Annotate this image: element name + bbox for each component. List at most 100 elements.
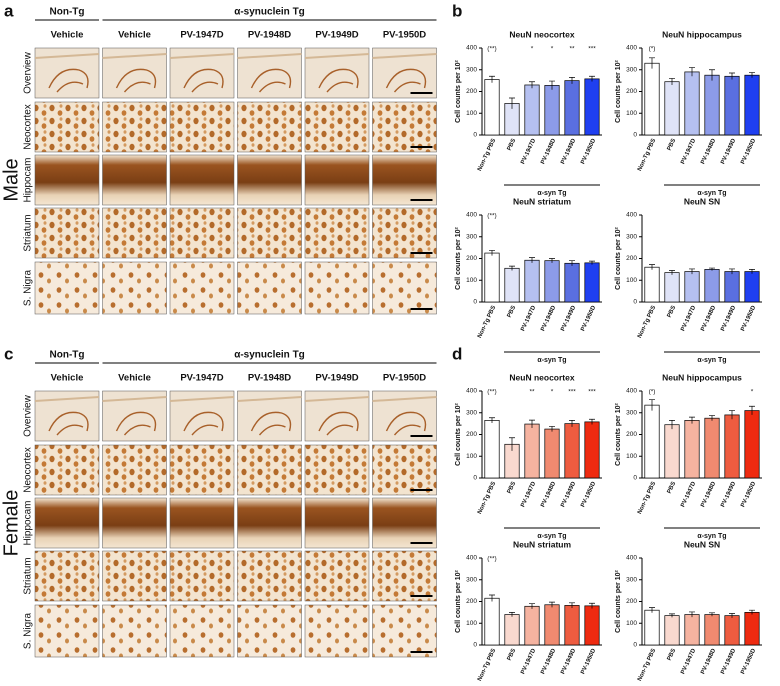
micrograph xyxy=(102,101,167,153)
y-tick-label: 400 xyxy=(626,555,637,562)
error-bar xyxy=(489,594,495,602)
error-bar xyxy=(649,57,655,69)
micrograph xyxy=(169,154,235,206)
bar xyxy=(584,78,600,136)
column-label: PV-1948D xyxy=(248,30,291,41)
y-tick-label: 400 xyxy=(466,388,477,395)
micrograph xyxy=(304,154,370,206)
hippocampus-outline xyxy=(385,411,427,436)
column-label: Vehicle xyxy=(51,373,84,384)
x-tick-label: PV-1948D xyxy=(540,304,557,332)
x-tick-label: PV-1948D xyxy=(540,647,557,675)
bar xyxy=(644,266,660,303)
y-tick-label: 100 xyxy=(466,620,477,627)
error-bar xyxy=(569,77,575,84)
y-tick-label: 200 xyxy=(626,598,637,605)
bar xyxy=(504,614,520,646)
error-bar xyxy=(529,603,535,609)
bar xyxy=(564,262,580,303)
column-label: Vehicle xyxy=(118,373,151,384)
bar xyxy=(524,423,540,479)
x-tick-label: Non-Tg PBS xyxy=(637,138,657,172)
micrograph xyxy=(237,497,302,549)
x-tick-label: PV-1948D xyxy=(540,137,557,165)
x-tick-label: PV-1948D xyxy=(700,480,717,508)
y-tick-label: 200 xyxy=(626,255,637,262)
row-label: S. Nigra xyxy=(23,270,34,307)
bar xyxy=(584,421,600,479)
bar xyxy=(704,74,720,136)
micrograph xyxy=(102,497,167,549)
micrograph xyxy=(237,444,302,496)
group-label: α-syn Tg xyxy=(697,357,726,364)
bar xyxy=(544,85,560,136)
x-tick-label: PV-1949D xyxy=(560,137,577,165)
x-tick-label: PV-1947D xyxy=(680,480,697,508)
error-bar xyxy=(709,612,715,617)
bar xyxy=(484,597,500,646)
error-bar xyxy=(749,405,755,415)
x-tick-label: Non-Tg PBS xyxy=(477,481,497,515)
error-bar xyxy=(569,602,575,609)
bar xyxy=(564,605,580,646)
y-tick-label: 100 xyxy=(626,110,637,117)
micrograph xyxy=(372,497,437,549)
error-bar xyxy=(669,78,675,85)
bar xyxy=(704,269,720,303)
hippocampus-outline xyxy=(385,68,427,93)
y-tick-label: 400 xyxy=(466,555,477,562)
micrograph xyxy=(372,101,437,153)
group-header: Non-Tg xyxy=(50,7,85,18)
y-tick-label: 100 xyxy=(466,453,477,460)
micrograph xyxy=(304,497,370,549)
x-tick-label: Non-Tg PBS xyxy=(637,648,657,682)
bar xyxy=(744,271,760,303)
micrograph xyxy=(372,207,437,259)
y-axis-label: Cell counts per 10² xyxy=(615,403,622,466)
error-bar xyxy=(529,257,535,263)
hippocampus-outline xyxy=(250,68,292,93)
chart-title: NeuN hippocampus xyxy=(662,372,742,382)
significance: (*) xyxy=(649,46,656,53)
bar xyxy=(544,428,560,479)
micrograph xyxy=(237,207,302,259)
bar xyxy=(664,424,680,479)
y-tick-label: 100 xyxy=(626,620,637,627)
column-label: PV-1947D xyxy=(180,30,223,41)
cortex-edge xyxy=(237,396,302,402)
group-label: α-syn Tg xyxy=(537,533,566,540)
bar xyxy=(644,404,660,479)
bar xyxy=(484,79,500,136)
column-label: PV-1949D xyxy=(315,373,358,384)
bar xyxy=(524,84,540,136)
significance: (**) xyxy=(487,389,496,396)
y-axis-label: Cell counts per 10² xyxy=(615,570,622,633)
group-header: Non-Tg xyxy=(50,350,85,361)
micrograph xyxy=(169,550,235,602)
row-label: Overview xyxy=(23,394,34,436)
bar xyxy=(564,423,580,479)
x-tick-label: PV-1947D xyxy=(520,137,537,165)
y-tick-label: 0 xyxy=(633,299,637,306)
significance: (*) xyxy=(649,389,656,396)
error-bar xyxy=(509,97,515,109)
error-bar xyxy=(509,612,515,617)
error-bar xyxy=(729,410,735,420)
row-label: Hippocam xyxy=(23,500,34,545)
group-header: α-synuclein Tg xyxy=(234,7,305,18)
micrograph xyxy=(169,101,235,153)
hippocampus-outline xyxy=(48,68,89,93)
row-label: Neocortex xyxy=(23,104,34,150)
row-label: S. Nigra xyxy=(23,613,34,650)
micrograph xyxy=(169,604,235,658)
bar xyxy=(684,420,700,479)
group-label: α-syn Tg xyxy=(697,190,726,197)
micrograph xyxy=(34,154,100,206)
panel-letter: c xyxy=(4,344,13,363)
row-label: Striatum xyxy=(23,214,34,251)
micrograph xyxy=(169,261,235,315)
micrograph xyxy=(102,261,167,315)
error-bar xyxy=(649,607,655,613)
x-tick-label: PV-1950D xyxy=(740,304,757,332)
micrograph xyxy=(304,261,370,315)
